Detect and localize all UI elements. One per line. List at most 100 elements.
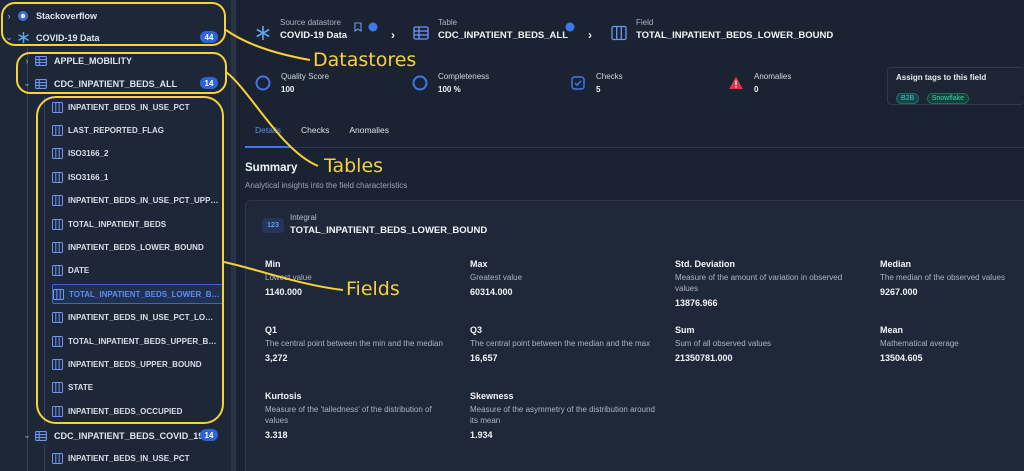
stat-label: Completeness (438, 72, 490, 81)
metric-std-deviation: Std. Deviation Measure of the amount of v… (675, 259, 865, 308)
column-icon (52, 171, 63, 183)
field-item[interactable]: INPATIENT_BEDS_UPPER_BOUND (52, 354, 224, 374)
stat-value: 100 % (438, 85, 461, 94)
metric-max: Max Greatest value 60314.000 (470, 259, 660, 297)
field-item[interactable]: ISO3166_2 (52, 144, 224, 164)
field-item[interactable]: ISO3166_1 (52, 167, 224, 187)
datastore-item-stackoverflow[interactable]: › Stackoverflow (2, 4, 232, 27)
column-icon (52, 241, 63, 253)
stat-label: Checks (596, 72, 623, 81)
snowflake-icon (16, 31, 30, 45)
count-badge: 44 (200, 31, 218, 43)
field-label: ISO3166_1 (68, 172, 109, 182)
metric-name: Median (880, 259, 912, 269)
metric-value: 16,657 (470, 353, 498, 363)
metric-q1: Q1 The central point between the min and … (265, 325, 455, 363)
field-label: INPATIENT_BEDS_IN_USE_PCT (68, 102, 190, 112)
metric-value: 9267.000 (880, 287, 918, 297)
tree-guide-line (44, 96, 45, 426)
field-item[interactable]: INPATIENT_BEDS_OCCUPIED (52, 401, 224, 421)
field-item[interactable]: TOTAL_INPATIENT_BEDS (52, 214, 224, 234)
chevron-down-icon[interactable]: ⌄ (23, 78, 31, 88)
field-item[interactable]: INPATIENT_BEDS_IN_USE_PCT (52, 448, 224, 468)
tag-snowflake[interactable]: Snowflake (926, 93, 969, 104)
breadcrumb-field[interactable]: Field TOTAL_INPATIENT_BEDS_LOWER_BOUND (611, 18, 833, 41)
metric-desc: The central point between the median and… (470, 339, 651, 348)
tab-checks[interactable]: Checks (300, 125, 330, 135)
metric-name: Q3 (470, 325, 483, 335)
tag-b2b[interactable]: B2B (896, 93, 920, 104)
field-item[interactable]: INPATIENT_BEDS_IN_USE_PCT_UPPE... (52, 191, 224, 211)
table-item-apple-mobility[interactable]: › APPLE_MOBILITY (20, 49, 232, 72)
breadcrumb-label: Table (438, 18, 458, 27)
breadcrumb-label: Field (636, 18, 654, 27)
quality-score-icon (255, 75, 271, 91)
table-label: CDC_INPATIENT_BEDS_COVID_19 (54, 430, 204, 441)
metric-sum: Sum Sum of all observed values 21350781.00… (675, 325, 865, 363)
field-item[interactable]: TOTAL_INPATIENT_BEDS_LOWER_BO... (52, 284, 224, 305)
column-icon (52, 358, 63, 370)
tab-anomalies[interactable]: Anomalies (349, 125, 390, 135)
metric-median: Median The median of the observed values 9… (880, 259, 1024, 297)
chevron-down-icon[interactable]: ⌄ (5, 32, 13, 42)
column-icon (52, 148, 63, 160)
metric-value: 13876.966 (675, 298, 718, 308)
field-item[interactable]: TOTAL_INPATIENT_BEDS_UPPER_BO... (52, 331, 224, 351)
datastore-item-covid-19-data[interactable]: ⌄ COVID-19 Data 44 (2, 26, 232, 49)
field-item[interactable]: INPATIENT_BEDS_LOWER_BOUND (52, 237, 224, 257)
stat-value: 0 (754, 85, 759, 94)
stat-anomalies: Anomalies 0 (728, 72, 791, 94)
field-label: INPATIENT_BEDS_IN_USE_PCT_LOWE... (68, 313, 220, 323)
metric-name: Min (265, 259, 281, 269)
summary-subtitle: Analytical insights into the field chara… (245, 181, 408, 190)
column-icon (52, 312, 63, 324)
metric-desc: Measure of the 'tailedness' of the distr… (265, 405, 432, 425)
field-item[interactable]: STATE (52, 378, 224, 398)
breadcrumb-table[interactable]: Table CDC_INPATIENT_BEDS_ALL (413, 18, 568, 41)
column-icon (52, 405, 63, 417)
metric-desc: The median of the observed values (880, 273, 1005, 282)
summary-panel: 123 Integral TOTAL_INPATIENT_BEDS_LOWER_… (245, 200, 1024, 471)
column-icon (52, 335, 63, 347)
chevron-right-icon[interactable]: › (7, 10, 11, 21)
field-item[interactable]: INPATIENT_BEDS_IN_USE_PCT (52, 97, 224, 117)
metric-value: 3,272 (265, 353, 288, 363)
metric-q3: Q3 The central point between the median a… (470, 325, 660, 363)
sidebar: › Stackoverflow ⌄ COVID-19 Data 44 › APP… (0, 0, 236, 471)
chevron-down-icon[interactable]: ⌄ (23, 430, 31, 440)
field-label: LAST_REPORTED_FLAG (68, 125, 165, 135)
field-item[interactable]: INPATIENT_BEDS_IN_USE_PCT_LOWE... (52, 308, 224, 328)
metric-name: Q1 (265, 325, 278, 335)
field-label: STATE (68, 383, 94, 393)
integral-type-icon: 123 (262, 218, 284, 233)
stat-completeness: Completeness 100 % (412, 72, 489, 94)
field-label: TOTAL_INPATIENT_BEDS_LOWER_BO... (69, 289, 221, 299)
column-icon (52, 195, 63, 207)
metric-desc: Sum of all observed values (675, 339, 772, 348)
tab-details[interactable]: Details (245, 125, 291, 148)
table-item-cdc-inpatient-beds-all[interactable]: ⌄ CDC_INPATIENT_BEDS_ALL 14 (20, 72, 232, 95)
field-item[interactable]: DATE (52, 261, 224, 281)
bookmark-icon[interactable] (354, 22, 362, 32)
callout-datastores: Datastores (313, 49, 417, 71)
table-icon (34, 77, 48, 91)
stat-checks: Checks 5 (570, 72, 623, 94)
info-icon[interactable] (368, 22, 378, 32)
field-item[interactable]: LAST_REPORTED_FLAG (52, 120, 224, 140)
breadcrumb-source-datastore[interactable]: Source datastore COVID-19 Data (255, 18, 347, 41)
breadcrumb-value: TOTAL_INPATIENT_BEDS_LOWER_BOUND (636, 30, 834, 41)
column-icon (52, 265, 63, 277)
column-icon (611, 25, 627, 41)
count-badge: 14 (200, 77, 218, 89)
stat-value: 5 (596, 85, 601, 94)
column-icon (52, 124, 63, 136)
table-icon (413, 26, 429, 40)
breadcrumb-label: Source datastore (280, 18, 341, 27)
table-item-cdc-inpatient-beds-covid-19[interactable]: ⌄ CDC_INPATIENT_BEDS_COVID_19 14 (20, 424, 232, 447)
tags-panel[interactable]: Assign tags to this field B2B Snowflake (887, 67, 1024, 105)
chevron-right-icon[interactable]: › (25, 55, 29, 66)
info-icon[interactable] (565, 22, 575, 32)
field-label: INPATIENT_BEDS_LOWER_BOUND (68, 242, 204, 252)
tree-guide-line (27, 48, 28, 471)
stat-value: 100 (281, 85, 295, 94)
